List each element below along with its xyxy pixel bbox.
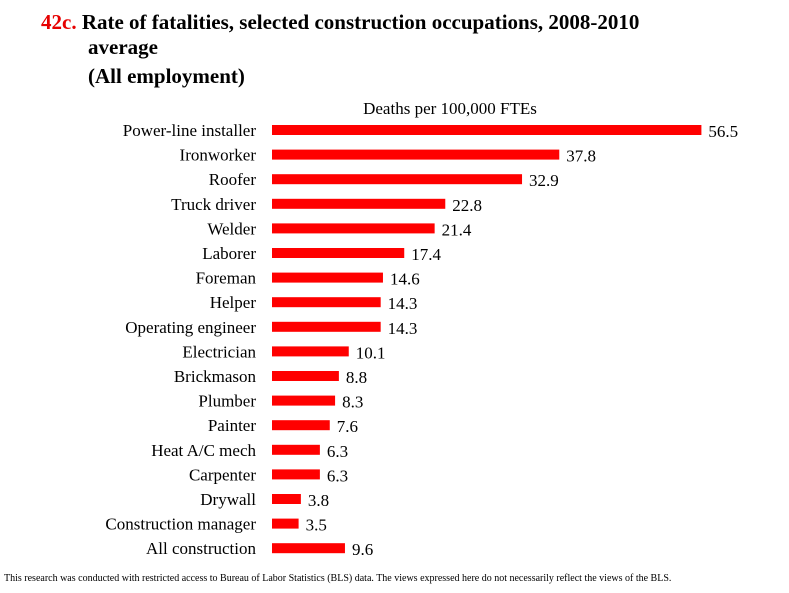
- value-label: 6.3: [327, 466, 348, 485]
- bar: [272, 395, 336, 406]
- value-label: 32.9: [529, 171, 559, 190]
- bar: [272, 543, 345, 554]
- bar: [272, 297, 381, 308]
- chart-subtitle: (All employment): [88, 64, 245, 88]
- bar: [272, 469, 320, 480]
- value-label: 8.3: [342, 393, 363, 412]
- bar: [272, 223, 435, 234]
- bar: [272, 494, 301, 504]
- value-label: 37.8: [566, 147, 596, 166]
- value-label: 9.6: [352, 540, 373, 559]
- category-label: Construction manager: [105, 515, 256, 534]
- bar: [272, 272, 383, 283]
- category-label: Painter: [208, 416, 256, 435]
- category-label: Operating engineer: [125, 318, 256, 337]
- title-text-line1: Rate of fatalities, selected constructio…: [81, 10, 640, 34]
- value-label: 56.5: [708, 122, 738, 141]
- value-label: 8.8: [346, 368, 367, 387]
- category-label: Welder: [207, 219, 256, 238]
- category-label: Laborer: [202, 244, 256, 263]
- value-label: 22.8: [452, 196, 482, 215]
- bar: [272, 125, 702, 135]
- bar: [272, 174, 523, 185]
- value-label: 6.3: [327, 442, 348, 461]
- category-label: Foreman: [196, 269, 257, 288]
- footer-note: This research was conducted with restric…: [4, 573, 672, 584]
- value-label: 14.3: [388, 294, 418, 313]
- title-text-line2: average: [88, 35, 158, 59]
- category-label: All construction: [146, 539, 257, 558]
- category-label: Ironworker: [180, 146, 257, 165]
- chart-title: 42c. Rate of fatalities, selected constr…: [41, 10, 761, 60]
- bar: [272, 321, 381, 332]
- category-label: Drywall: [200, 490, 256, 509]
- category-label: Helper: [210, 293, 257, 312]
- category-label: Electrician: [182, 342, 256, 361]
- value-label: 14.6: [390, 270, 420, 289]
- category-label: Power-line installer: [123, 121, 257, 140]
- value-label: 14.3: [388, 319, 418, 338]
- category-label: Truck driver: [171, 195, 256, 214]
- category-label: Roofer: [209, 170, 257, 189]
- bar: [272, 444, 320, 455]
- value-label: 17.4: [411, 245, 441, 264]
- bar: [272, 149, 560, 160]
- units-label: Deaths per 100,000 FTEs: [363, 99, 537, 118]
- category-label: Brickmason: [174, 367, 257, 386]
- category-label: Plumber: [198, 392, 256, 411]
- bar: [272, 248, 405, 258]
- bar: [272, 420, 330, 431]
- bar: [272, 518, 299, 529]
- value-label: 7.6: [337, 417, 358, 436]
- category-label: Carpenter: [189, 465, 256, 484]
- bar: [272, 198, 446, 209]
- bar: [272, 371, 339, 381]
- value-label: 10.1: [356, 343, 386, 362]
- category-label: Heat A/C mech: [151, 441, 256, 460]
- title-number: 42c.: [41, 10, 77, 34]
- bar: [272, 346, 349, 357]
- value-label: 21.4: [442, 220, 472, 239]
- value-label: 3.8: [308, 491, 329, 510]
- value-label: 3.5: [306, 516, 327, 535]
